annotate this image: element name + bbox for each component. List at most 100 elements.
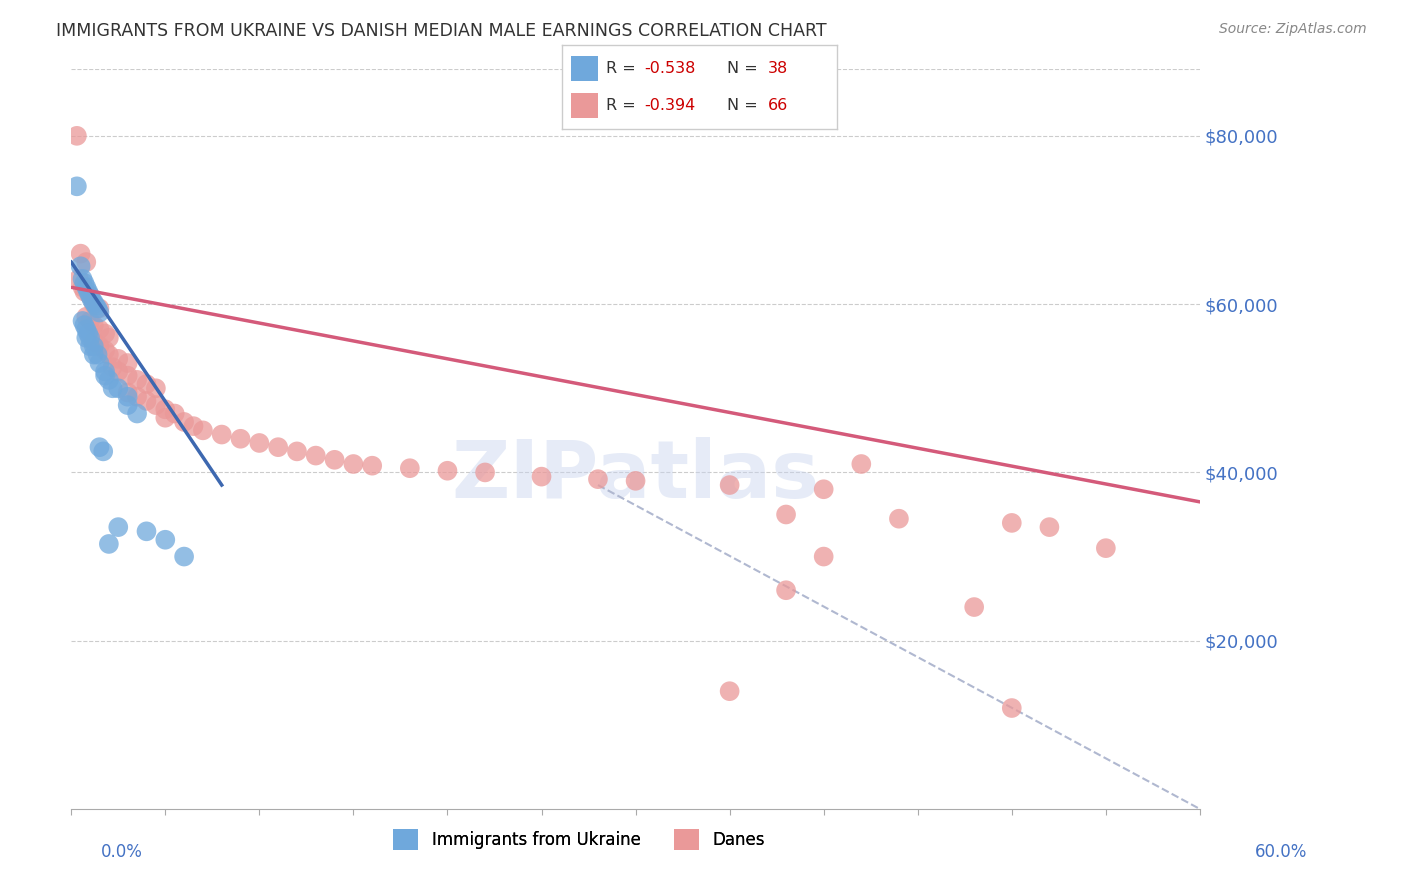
Point: [586, 472, 609, 486]
Point: [66, 128, 89, 143]
Point: [94, 368, 117, 383]
Point: [72, 272, 94, 286]
Point: [107, 520, 129, 534]
Point: [75, 310, 97, 324]
Point: [79, 331, 101, 345]
Point: [530, 469, 553, 483]
Point: [1001, 516, 1024, 530]
Point: [80, 293, 103, 307]
Point: [75, 322, 97, 336]
Point: [101, 381, 124, 395]
Point: [75, 280, 97, 294]
Point: [84, 299, 107, 313]
Point: [323, 452, 346, 467]
Point: [89, 322, 111, 336]
Point: [79, 339, 101, 353]
Text: IMMIGRANTS FROM UKRAINE VS DANISH MEDIAN MALE EARNINGS CORRELATION CHART: IMMIGRANTS FROM UKRAINE VS DANISH MEDIAN…: [56, 22, 827, 40]
Point: [342, 457, 364, 471]
Point: [97, 348, 120, 362]
Point: [89, 440, 111, 454]
Point: [474, 466, 496, 480]
Point: [89, 339, 111, 353]
Point: [83, 318, 105, 333]
Point: [77, 285, 100, 299]
Point: [107, 364, 129, 378]
Point: [436, 464, 458, 478]
Point: [135, 377, 157, 392]
Point: [775, 508, 797, 522]
Point: [73, 276, 96, 290]
Point: [66, 179, 89, 194]
Point: [67, 272, 90, 286]
Point: [125, 373, 148, 387]
Point: [173, 549, 195, 564]
Point: [72, 314, 94, 328]
FancyBboxPatch shape: [571, 93, 598, 119]
Point: [94, 364, 117, 378]
Point: [117, 356, 139, 370]
Point: [361, 458, 384, 473]
Point: [73, 318, 96, 333]
Point: [89, 305, 111, 319]
Point: [155, 533, 177, 547]
Point: [718, 684, 741, 698]
Point: [191, 423, 214, 437]
Point: [79, 289, 101, 303]
Point: [72, 280, 94, 294]
Point: [86, 348, 108, 362]
Point: [624, 474, 647, 488]
Point: [89, 301, 111, 316]
Point: [83, 297, 105, 311]
Point: [398, 461, 420, 475]
Point: [229, 432, 252, 446]
Point: [145, 381, 167, 395]
Point: [97, 373, 120, 387]
Text: 38: 38: [768, 61, 789, 76]
Point: [94, 326, 117, 341]
Point: [813, 482, 835, 496]
Point: [1038, 520, 1060, 534]
Point: [851, 457, 873, 471]
Point: [83, 339, 105, 353]
Text: -0.538: -0.538: [644, 61, 696, 76]
Point: [135, 393, 157, 408]
Point: [117, 368, 139, 383]
Text: N =: N =: [727, 98, 763, 113]
Point: [155, 402, 177, 417]
Point: [83, 348, 105, 362]
Text: N =: N =: [727, 61, 763, 76]
Point: [247, 436, 270, 450]
Point: [305, 449, 328, 463]
Point: [163, 407, 186, 421]
Point: [97, 331, 120, 345]
Point: [211, 427, 233, 442]
Text: 66: 66: [768, 98, 789, 113]
Point: [117, 398, 139, 412]
Point: [77, 326, 100, 341]
Point: [69, 260, 91, 274]
Point: [69, 246, 91, 260]
Point: [79, 289, 101, 303]
Point: [83, 334, 105, 349]
Text: 60.0%: 60.0%: [1256, 843, 1308, 861]
Point: [125, 407, 148, 421]
Point: [145, 398, 167, 412]
Point: [117, 390, 139, 404]
Text: ZIPatlas: ZIPatlas: [451, 437, 820, 515]
Text: R =: R =: [606, 61, 641, 76]
Point: [155, 410, 177, 425]
Point: [83, 295, 105, 310]
Text: -0.394: -0.394: [644, 98, 696, 113]
Legend: Immigrants from Ukraine, Danes: Immigrants from Ukraine, Danes: [387, 822, 772, 856]
FancyBboxPatch shape: [571, 55, 598, 81]
Point: [285, 444, 308, 458]
Point: [75, 331, 97, 345]
Point: [97, 537, 120, 551]
Point: [79, 314, 101, 328]
Point: [86, 301, 108, 316]
Text: R =: R =: [606, 98, 641, 113]
Point: [91, 444, 114, 458]
Point: [135, 524, 157, 539]
Point: [75, 255, 97, 269]
Point: [107, 351, 129, 366]
